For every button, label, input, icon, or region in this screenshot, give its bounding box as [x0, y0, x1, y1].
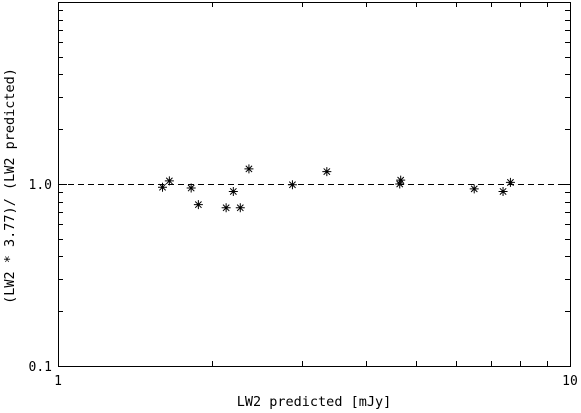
data-point: [193, 200, 203, 210]
x-tick-label: 10: [562, 374, 578, 389]
x-axis-label: LW2 predicted [mJy]: [237, 394, 391, 410]
axis-ticks: [58, 2, 571, 367]
y-tick-label: 0.1: [29, 360, 52, 375]
data-point: [164, 176, 174, 186]
data-point: [221, 203, 231, 213]
data-point: [244, 164, 254, 174]
data-point: [287, 180, 297, 190]
data-point: [235, 203, 245, 213]
data-point: [469, 184, 479, 194]
data-point: [498, 186, 508, 196]
x-tick-label: 1: [54, 374, 62, 389]
y-tick-label: 1.0: [29, 178, 52, 193]
data-point: [396, 175, 406, 185]
data-point: [228, 186, 238, 196]
data-point: [505, 177, 515, 187]
data-point: [322, 167, 332, 177]
data-points: [158, 164, 515, 213]
data-point: [395, 179, 405, 189]
tick-labels: 1 10 0.1 1.0: [29, 178, 578, 389]
y-axis-label: (LW2 * 3.77)/ (LW2 predicted): [2, 68, 18, 304]
data-point: [158, 182, 168, 192]
data-point: [186, 183, 196, 193]
